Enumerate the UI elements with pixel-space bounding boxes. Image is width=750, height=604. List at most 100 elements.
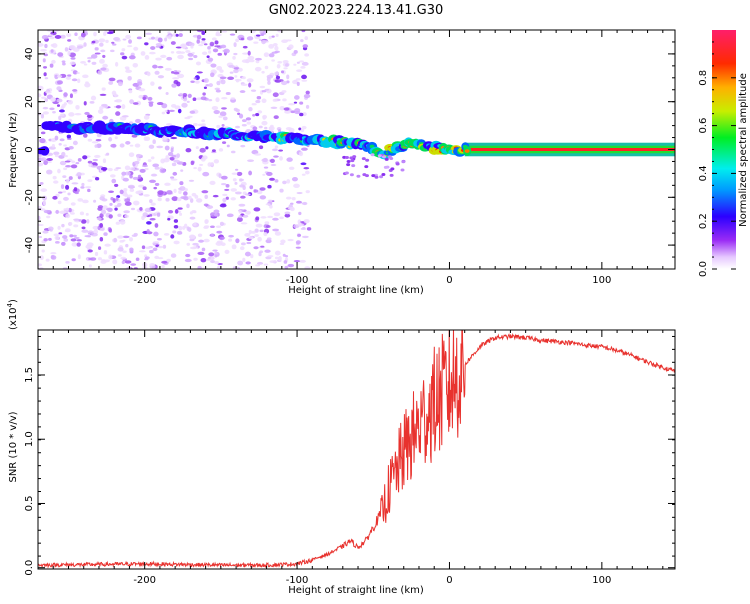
spectrogram-cell <box>176 153 181 158</box>
spectrogram-cell <box>71 182 79 185</box>
spectrogram-cell <box>139 207 143 211</box>
spectrogram-cell <box>151 36 156 40</box>
spectrogram-cell <box>267 184 272 189</box>
spectrogram-cell <box>59 109 65 113</box>
spectrogram-cell <box>199 163 204 166</box>
spectrogram-cell <box>191 51 195 55</box>
spectrogram-cell <box>301 74 307 80</box>
spectrogram-cell <box>170 41 176 45</box>
spectrogram-cell <box>210 233 214 237</box>
spectrogram-cell <box>57 225 61 230</box>
spectrogram-cell <box>62 62 66 66</box>
spectrogram-cell <box>161 260 168 264</box>
spectrogram-cell <box>266 171 273 177</box>
spectrogram-cell <box>201 190 209 194</box>
colorbar-label: Normalized spectral amplitude <box>738 73 749 227</box>
spectrogram-cell <box>170 148 174 153</box>
spectrogram-cell <box>244 232 251 237</box>
spectrogram-cell <box>344 171 349 175</box>
spectrogram-cell <box>206 55 210 59</box>
spectrogram-cell <box>50 252 57 255</box>
spectrogram-cell <box>262 114 268 119</box>
spectrogram-cell <box>234 181 238 185</box>
spectrogram-cell <box>42 66 48 69</box>
spectrogram-cell <box>44 43 48 49</box>
spectrogram-cell <box>292 79 298 85</box>
spectrogram-cell <box>261 120 268 126</box>
spectrogram-cell <box>40 113 45 119</box>
spectrogram-cell <box>142 212 148 217</box>
spectrogram-cell <box>279 156 283 161</box>
spectrogram-cell <box>296 200 302 204</box>
spectrogram-cell <box>144 42 149 46</box>
spectrogram-cell <box>271 59 275 62</box>
spectrogram-cell <box>247 50 251 56</box>
spectrogram-cell <box>51 43 58 48</box>
spectrogram-cell <box>277 30 283 33</box>
spectrogram-cell <box>145 246 152 250</box>
spectrogram-cell <box>117 213 122 217</box>
spectrogram-cell <box>124 198 131 203</box>
snr-xtick-label: 100 <box>592 575 611 586</box>
spectrogram-cell <box>189 238 195 242</box>
spectrogram-cell <box>110 143 117 148</box>
spectrogram-cell <box>220 242 226 247</box>
spectrogram-cell <box>248 59 255 63</box>
spectrogram-cell <box>205 146 209 150</box>
spectrogram-xtick-label: -100 <box>286 275 309 286</box>
spectrogram-cell <box>157 75 165 79</box>
spectrogram-cell <box>41 34 49 40</box>
spectrogram-cell <box>77 158 82 162</box>
spectrogram-cell <box>293 63 297 66</box>
spectrogram-cell <box>278 149 284 152</box>
spectrogram-cell <box>113 37 121 41</box>
spectrogram-cell <box>63 167 68 171</box>
spectrogram-cell <box>56 74 63 78</box>
spectrogram-cell <box>268 43 275 49</box>
spectrogram-cell <box>68 52 76 58</box>
spectrogram-cell <box>136 36 142 40</box>
spectrogram-cell <box>229 71 234 74</box>
spectrogram-cell <box>261 90 267 93</box>
spectrogram-cell <box>117 81 123 87</box>
spectrogram-cell <box>221 107 227 110</box>
figure-title: GN02.2023.224.13.41.G30 <box>269 3 444 18</box>
spectrogram-cell <box>211 149 216 152</box>
spectrogram-cell <box>304 53 310 57</box>
spectrogram-cell <box>221 97 228 100</box>
spectrogram-cell <box>90 54 98 59</box>
spectrogram-cell <box>129 99 134 104</box>
spectrogram-cell <box>65 165 72 168</box>
spectrogram-cell <box>48 34 54 37</box>
spectrogram-cell <box>73 218 80 221</box>
spectrogram-cell <box>240 144 246 148</box>
spectrogram-cell <box>54 154 59 158</box>
spectrogram-cell <box>218 173 222 179</box>
spectrogram-cell <box>49 107 55 111</box>
spectrogram-cell <box>272 98 278 102</box>
spectrogram-cell <box>38 93 42 98</box>
spectrogram-cell <box>161 135 168 141</box>
spectrogram-cell <box>214 254 218 258</box>
spectrogram-cell <box>197 251 205 256</box>
spectrogram-cell <box>64 154 68 158</box>
spectrogram-cell <box>245 58 250 64</box>
spectrogram-cell <box>361 157 366 161</box>
spectrogram-cell <box>127 75 132 81</box>
spectrogram-cell <box>267 80 271 85</box>
spectrogram-ytick-label: 20 <box>24 95 35 108</box>
spectrogram-cell <box>43 160 48 166</box>
spectrogram-cell <box>351 164 356 168</box>
spectrogram-cell <box>50 255 55 260</box>
spectrogram-cell <box>88 264 92 268</box>
spectrogram-cell <box>202 155 208 160</box>
spectrogram-cell <box>245 261 251 265</box>
spectrogram-cell <box>135 118 141 124</box>
spectrogram-cell <box>263 263 269 266</box>
spectrogram-cell <box>69 45 76 51</box>
spectrogram-cell <box>149 199 153 204</box>
spectrogram-cell <box>214 87 220 91</box>
spectrogram-cell <box>43 238 48 242</box>
spectrogram-ylabel: Frequency (Hz) <box>8 112 19 188</box>
spectrogram-cell <box>147 159 152 163</box>
